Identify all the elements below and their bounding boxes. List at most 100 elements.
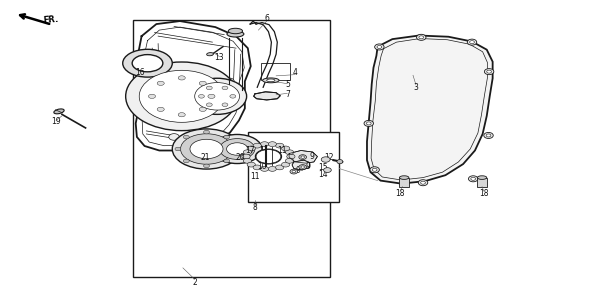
Polygon shape [292,160,310,170]
Text: 15: 15 [319,163,328,172]
Ellipse shape [477,176,487,179]
Ellipse shape [199,107,206,111]
Text: 2: 2 [192,278,197,287]
Ellipse shape [224,135,230,139]
Ellipse shape [219,138,255,160]
Ellipse shape [222,103,228,107]
Ellipse shape [224,78,234,85]
Ellipse shape [157,81,164,85]
Ellipse shape [242,154,250,159]
Text: 17: 17 [245,146,255,155]
Ellipse shape [370,167,379,173]
Ellipse shape [372,168,377,171]
Bar [399,178,409,187]
Polygon shape [367,36,493,184]
Text: 16: 16 [136,68,145,77]
Text: 9: 9 [306,162,310,171]
Text: 20: 20 [236,153,245,162]
Ellipse shape [243,158,251,163]
Text: 12: 12 [324,153,334,162]
Ellipse shape [224,105,234,112]
Text: 8: 8 [253,203,257,212]
Ellipse shape [227,31,244,37]
Text: 13: 13 [215,53,224,62]
Ellipse shape [253,165,261,170]
Bar [133,20,330,277]
Text: 9: 9 [309,152,314,161]
Ellipse shape [267,79,275,82]
Ellipse shape [247,146,255,151]
Text: 5: 5 [285,80,290,89]
Ellipse shape [268,166,277,171]
Ellipse shape [199,81,206,85]
Ellipse shape [201,134,212,140]
Ellipse shape [206,86,212,90]
Ellipse shape [175,147,181,151]
Ellipse shape [290,169,297,174]
Text: 18: 18 [479,189,489,198]
Ellipse shape [268,142,277,147]
Ellipse shape [126,62,238,131]
Ellipse shape [228,28,242,34]
Ellipse shape [487,70,491,73]
Ellipse shape [287,154,295,159]
Ellipse shape [143,105,154,112]
Ellipse shape [172,129,241,169]
Ellipse shape [471,177,476,180]
Ellipse shape [276,165,284,170]
Polygon shape [289,150,317,163]
Ellipse shape [204,130,209,134]
Ellipse shape [224,159,230,163]
Text: 21: 21 [201,153,210,162]
Ellipse shape [143,78,154,85]
Text: 18: 18 [395,189,405,198]
Ellipse shape [149,94,156,98]
Ellipse shape [399,176,409,179]
Ellipse shape [486,134,491,137]
Ellipse shape [263,78,279,83]
Ellipse shape [417,34,426,40]
Ellipse shape [321,157,330,162]
Ellipse shape [54,109,64,114]
Text: 7: 7 [285,90,290,99]
Ellipse shape [364,120,373,126]
Ellipse shape [157,107,164,111]
Ellipse shape [470,41,474,44]
Ellipse shape [301,166,304,168]
Ellipse shape [299,165,307,169]
Text: 4: 4 [293,68,297,77]
Ellipse shape [324,168,332,172]
Ellipse shape [418,180,428,186]
Text: 11: 11 [277,146,287,155]
Ellipse shape [484,132,493,138]
Ellipse shape [467,39,477,45]
Ellipse shape [206,53,214,56]
Ellipse shape [468,176,478,182]
Ellipse shape [281,162,290,167]
Ellipse shape [212,135,262,163]
Bar [261,63,290,80]
Ellipse shape [169,134,179,140]
Ellipse shape [260,166,268,171]
Text: 9: 9 [296,166,300,175]
Ellipse shape [375,44,384,50]
Ellipse shape [222,86,228,90]
Ellipse shape [276,143,284,148]
Ellipse shape [178,76,185,80]
Ellipse shape [230,95,236,98]
Ellipse shape [299,155,307,160]
Ellipse shape [123,49,172,77]
Text: 19: 19 [51,117,61,126]
Ellipse shape [253,143,261,148]
Ellipse shape [208,94,215,98]
Ellipse shape [377,45,382,48]
Ellipse shape [206,103,212,107]
Ellipse shape [484,69,494,75]
Ellipse shape [132,54,163,72]
Ellipse shape [183,159,189,163]
Ellipse shape [232,147,238,151]
Ellipse shape [286,158,294,163]
Ellipse shape [190,139,223,159]
Ellipse shape [204,164,209,168]
Ellipse shape [139,70,224,122]
